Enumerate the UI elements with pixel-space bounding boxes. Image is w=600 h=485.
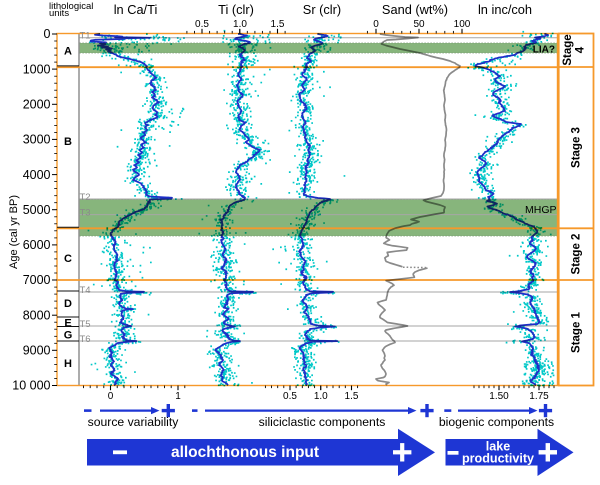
svg-text:Ti (clr): Ti (clr) — [218, 2, 254, 17]
svg-text:2000: 2000 — [23, 98, 51, 112]
svg-text:8000: 8000 — [23, 308, 51, 322]
svg-text:Stage 1: Stage 1 — [571, 311, 583, 353]
svg-text:T6: T6 — [80, 334, 91, 345]
svg-text:1: 1 — [175, 391, 181, 402]
svg-text:1.5: 1.5 — [271, 19, 285, 30]
svg-text:1000: 1000 — [23, 62, 51, 76]
svg-text:ln Ca/Ti: ln Ca/Ti — [114, 2, 158, 17]
svg-text:Sand (wt%): Sand (wt%) — [382, 2, 448, 17]
svg-text:6000: 6000 — [23, 238, 51, 252]
svg-text:T1: T1 — [80, 31, 91, 42]
svg-text:G: G — [64, 330, 73, 342]
svg-text:0: 0 — [373, 19, 379, 30]
svg-text:1.50: 1.50 — [489, 391, 509, 402]
svg-text:B: B — [64, 136, 72, 148]
svg-text:1.5: 1.5 — [345, 391, 359, 402]
svg-text:productivity: productivity — [462, 451, 534, 465]
svg-text:ln inc/coh: ln inc/coh — [478, 2, 532, 17]
svg-text:Sr (clr): Sr (clr) — [303, 2, 341, 17]
svg-text:C: C — [64, 253, 72, 265]
svg-text:biogenic components: biogenic components — [439, 415, 554, 429]
svg-text:Stage 2: Stage 2 — [571, 234, 583, 275]
svg-text:9000: 9000 — [23, 344, 51, 358]
svg-text:units: units — [49, 8, 69, 19]
svg-text:A: A — [64, 46, 72, 58]
svg-text:1.0: 1.0 — [314, 391, 328, 402]
svg-text:7000: 7000 — [23, 273, 51, 287]
svg-text:0.5: 0.5 — [283, 391, 297, 402]
svg-text:0.5: 0.5 — [195, 19, 209, 30]
svg-text:siliciclastic components: siliciclastic components — [259, 415, 386, 429]
svg-text:T4: T4 — [80, 285, 91, 296]
svg-text:LIA?: LIA? — [533, 45, 555, 56]
svg-text:10 000: 10 000 — [12, 379, 50, 393]
svg-text:T5: T5 — [80, 319, 91, 330]
svg-text:0: 0 — [108, 391, 114, 402]
svg-text:Age (cal yr BP): Age (cal yr BP) — [8, 195, 20, 269]
svg-text:T2: T2 — [80, 192, 91, 203]
svg-text:Stage 3: Stage 3 — [571, 127, 583, 168]
svg-text:1.75: 1.75 — [529, 391, 549, 402]
svg-text:allochthonous input: allochthonous input — [171, 444, 319, 461]
svg-text:1.0: 1.0 — [233, 19, 247, 30]
svg-text:source variability: source variability — [88, 415, 180, 429]
svg-text:3000: 3000 — [23, 133, 51, 147]
svg-text:Stage: Stage — [562, 34, 574, 65]
svg-text:0: 0 — [44, 27, 51, 41]
svg-text:E: E — [64, 318, 71, 330]
svg-text:4: 4 — [575, 46, 587, 53]
svg-text:T3: T3 — [80, 208, 91, 219]
svg-text:4000: 4000 — [23, 168, 51, 182]
svg-text:H: H — [64, 358, 72, 370]
svg-text:MHGP: MHGP — [525, 204, 557, 216]
svg-text:50: 50 — [413, 19, 425, 30]
svg-text:100: 100 — [454, 19, 471, 30]
svg-text:lake: lake — [486, 439, 511, 453]
svg-text:lithological: lithological — [49, 1, 93, 12]
svg-text:D: D — [64, 298, 72, 310]
svg-text:5000: 5000 — [23, 203, 51, 217]
